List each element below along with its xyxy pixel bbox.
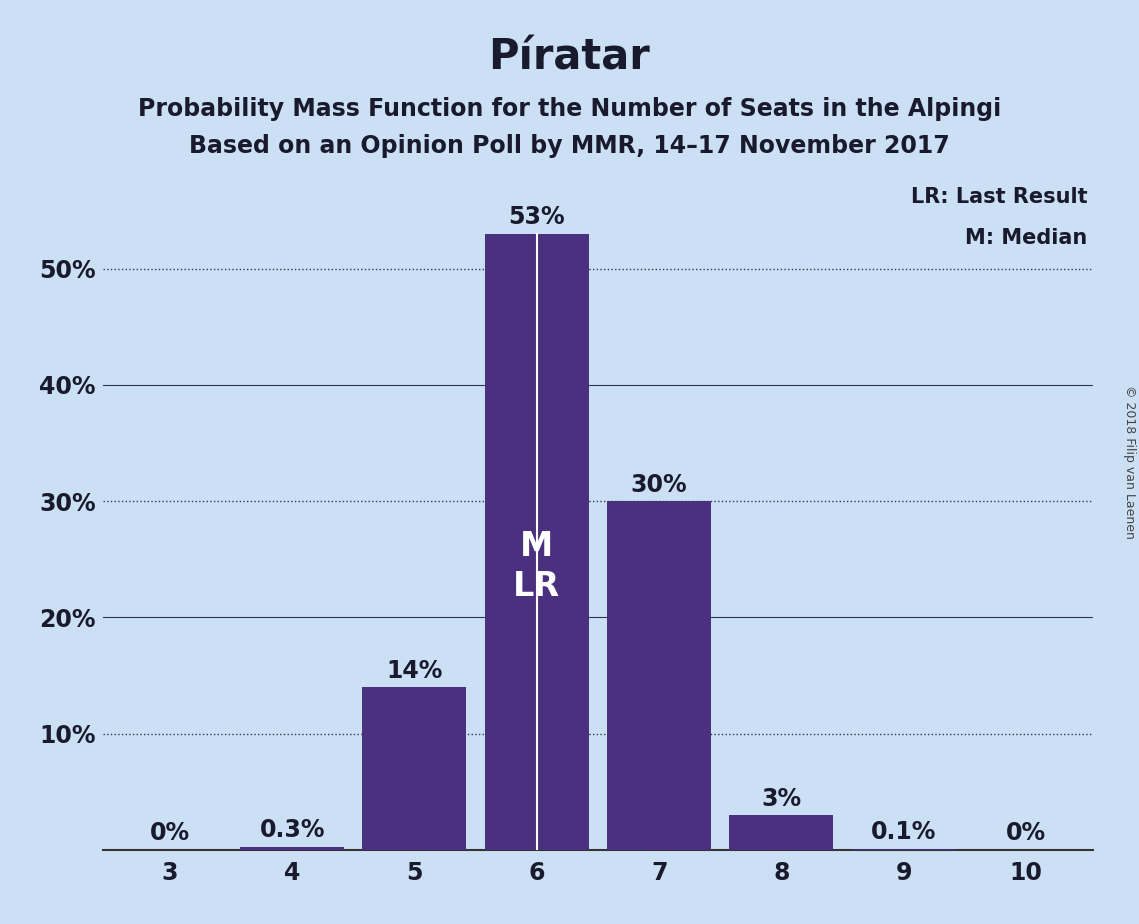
Text: 14%: 14% [386, 659, 443, 683]
Text: 53%: 53% [508, 205, 565, 229]
Bar [240, 846, 344, 850]
Bar [852, 849, 956, 850]
Bar [485, 234, 589, 850]
Text: 0.3%: 0.3% [260, 818, 325, 842]
Text: 30%: 30% [631, 472, 688, 496]
Text: M
LR: M LR [514, 529, 560, 603]
Text: 0.1%: 0.1% [871, 821, 936, 845]
Text: 0%: 0% [149, 821, 190, 845]
Text: Píratar: Píratar [489, 37, 650, 79]
Text: Probability Mass Function for the Number of Seats in the Alpingi: Probability Mass Function for the Number… [138, 97, 1001, 121]
Text: 3%: 3% [761, 786, 802, 810]
Text: M: Median: M: Median [965, 228, 1088, 248]
Text: LR: Last Result: LR: Last Result [911, 188, 1088, 207]
Bar [362, 687, 467, 850]
Bar [607, 501, 711, 850]
Text: Based on an Opinion Poll by MMR, 14–17 November 2017: Based on an Opinion Poll by MMR, 14–17 N… [189, 134, 950, 158]
Bar [729, 815, 834, 850]
Text: 0%: 0% [1006, 821, 1047, 845]
Text: © 2018 Filip van Laenen: © 2018 Filip van Laenen [1123, 385, 1137, 539]
